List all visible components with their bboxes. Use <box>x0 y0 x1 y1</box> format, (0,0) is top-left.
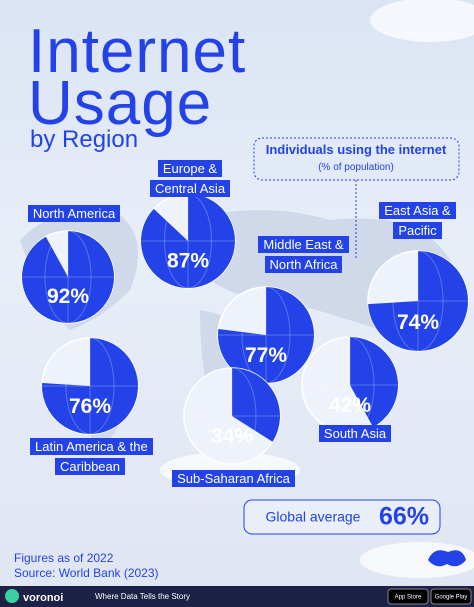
brand-logo <box>5 589 19 603</box>
legend-title: Individuals using the internet <box>266 142 447 157</box>
region-label-text: Middle East & North Africa <box>258 236 349 273</box>
region-label-text: Latin America & the Caribbean <box>30 438 153 475</box>
title: Internet Usage <box>28 17 247 138</box>
subtitle: by Region <box>30 126 139 153</box>
pie-slice <box>350 337 399 428</box>
pie-value-label: 87% <box>167 250 209 273</box>
legend-box <box>253 137 460 181</box>
note: Figures as of 2022 <box>14 551 114 565</box>
store-label: App Store <box>395 595 422 601</box>
region-label-text: South Asia <box>318 425 392 442</box>
pie-slice <box>368 251 469 351</box>
app-store-badge[interactable] <box>387 588 429 605</box>
legend-subtitle: (% of population) <box>318 162 394 173</box>
pie-slice <box>22 231 115 323</box>
pie-grid <box>207 367 257 465</box>
pie-grid <box>44 230 92 324</box>
pie-value-label: 76% <box>69 395 111 418</box>
pie-slice <box>217 287 314 384</box>
region-label: South Asia <box>310 424 400 444</box>
pie-grid <box>65 337 115 435</box>
global-average-label: Global average <box>266 509 361 525</box>
region-label-text: Sub-Saharan Africa <box>172 470 295 487</box>
global-average-box <box>243 499 441 535</box>
region-label: North America <box>24 204 124 224</box>
pie-value-label: 42% <box>329 394 371 417</box>
region-label-text: Europe & Central Asia <box>149 160 231 197</box>
store-label: Google Play <box>435 595 468 601</box>
pie-value-label: 92% <box>47 285 89 308</box>
pie-slice <box>42 338 139 434</box>
region-label: Latin America & the Caribbean <box>30 437 153 477</box>
global-average-value: 66% <box>379 503 429 531</box>
region-label: Europe & Central Asia <box>140 159 240 199</box>
pie-value-label: 34% <box>211 425 253 448</box>
logo-mark <box>428 550 466 567</box>
pie-slice <box>232 368 280 442</box>
region-label: East Asia & Pacific <box>370 201 465 241</box>
tagline: Where Data Tells the Story <box>95 592 190 601</box>
region-label-text: East Asia & Pacific <box>379 202 456 239</box>
pie-value-label: 74% <box>397 311 439 334</box>
footer <box>0 586 474 607</box>
pie-slice <box>141 194 235 288</box>
brand: voronoi <box>23 592 63 604</box>
pie-value-label: 77% <box>245 344 287 367</box>
region-label: Sub-Saharan Africa <box>166 469 301 489</box>
region-label: Middle East & North Africa <box>246 235 361 275</box>
pie-grid <box>392 250 444 352</box>
source: Source: World Bank (2023) <box>14 566 159 580</box>
region-label-text: North America <box>27 205 121 222</box>
google-play-badge[interactable] <box>430 588 472 605</box>
